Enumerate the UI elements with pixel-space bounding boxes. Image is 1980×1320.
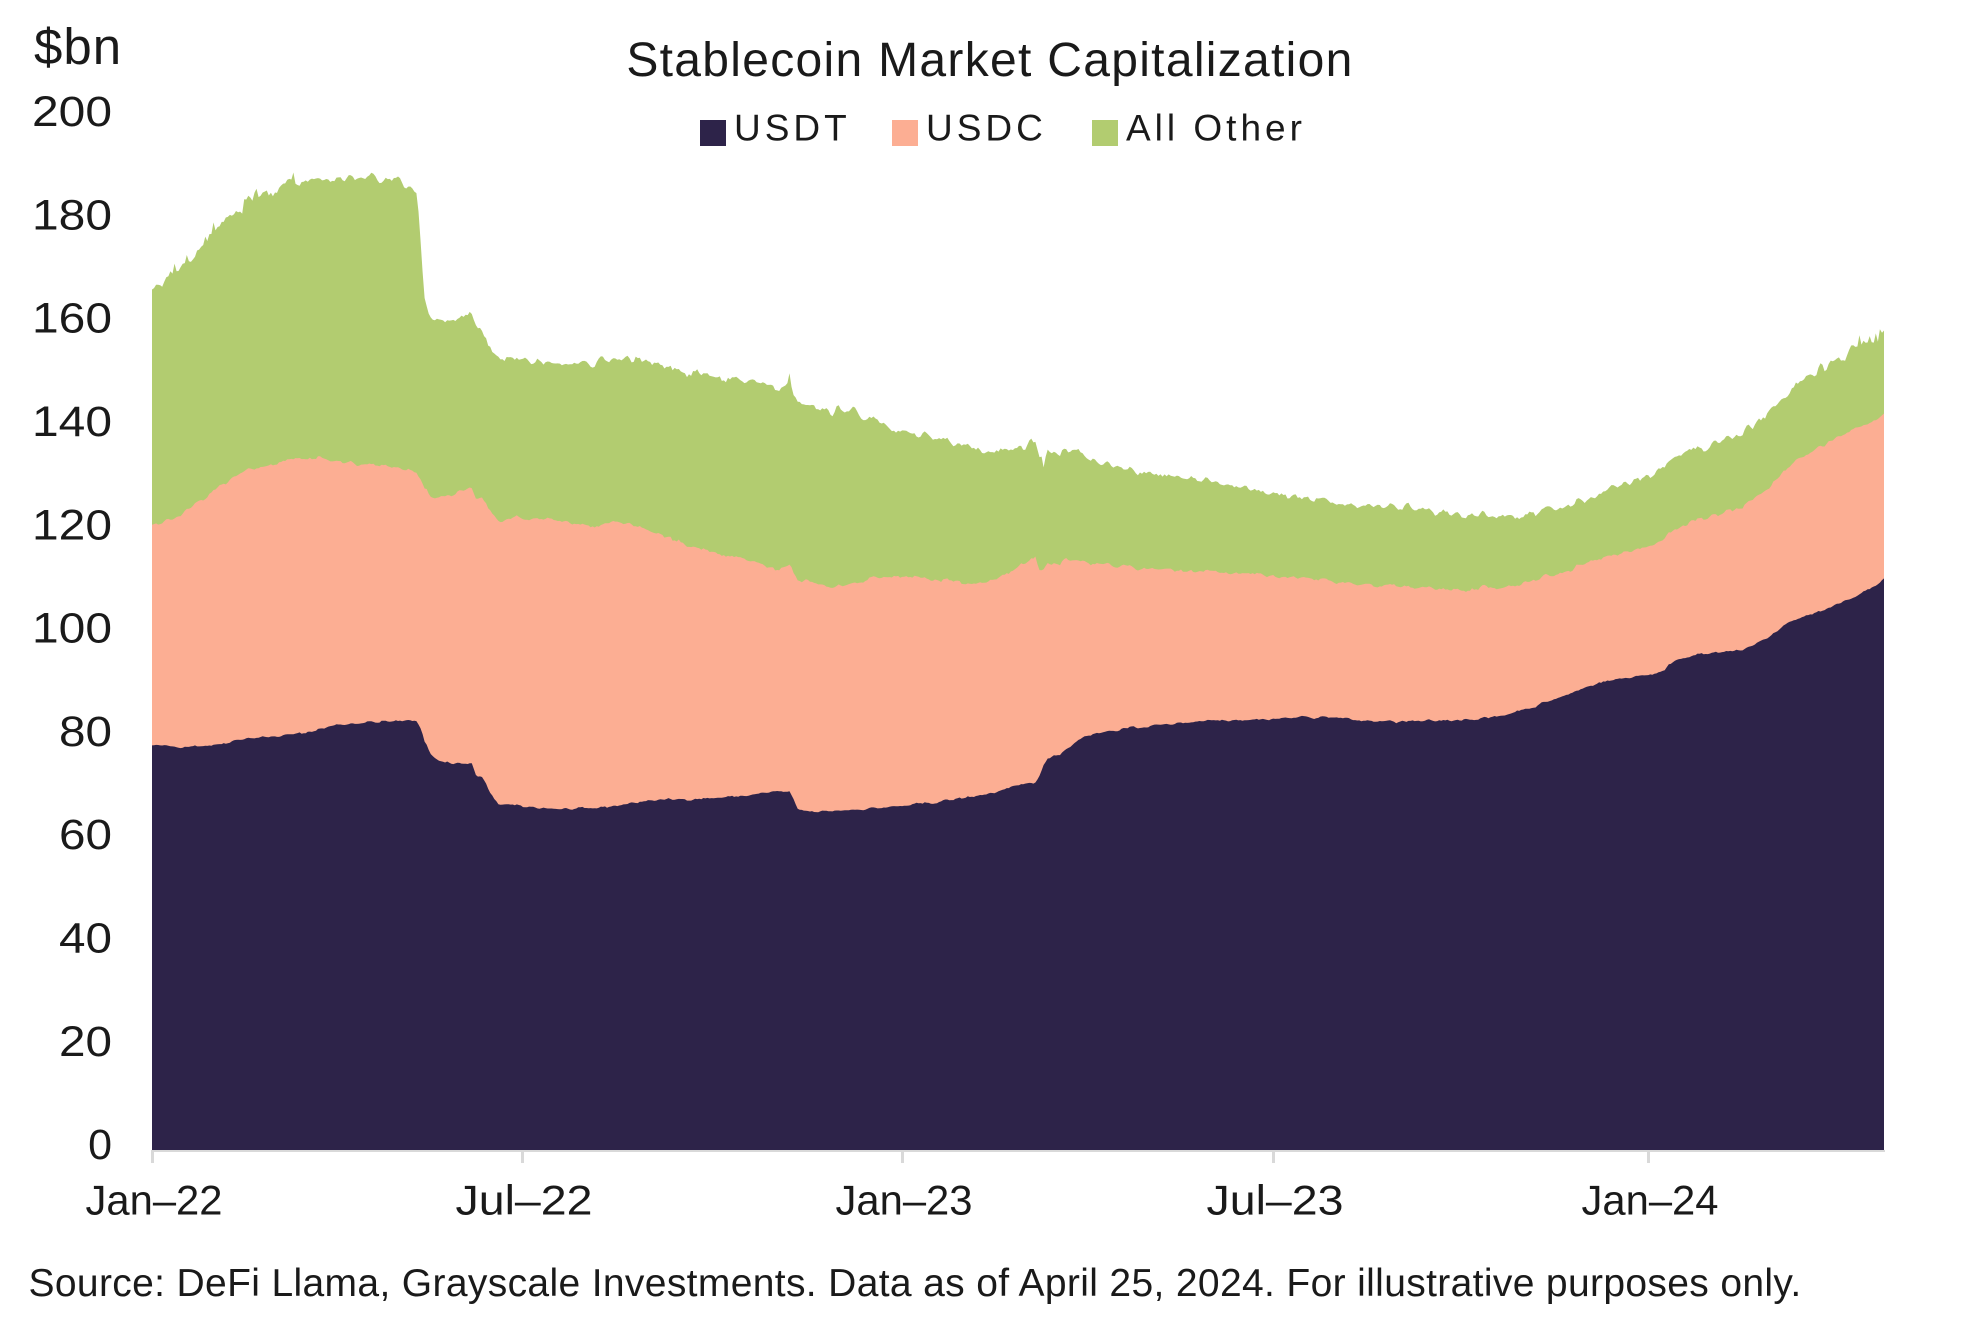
svg-text:Jul–23: Jul–23 <box>1207 1177 1344 1224</box>
svg-text:Jul–22: Jul–22 <box>456 1177 593 1224</box>
svg-text:All Other: All Other <box>1126 108 1306 149</box>
svg-text:Source: DeFi Llama, Grayscale: Source: DeFi Llama, Grayscale Investment… <box>29 1262 1802 1305</box>
svg-text:140: 140 <box>32 398 112 446</box>
svg-text:Jan–24: Jan–24 <box>1582 1177 1719 1224</box>
svg-text:USDT: USDT <box>734 108 851 149</box>
svg-text:Jan–22: Jan–22 <box>86 1177 223 1224</box>
svg-text:80: 80 <box>59 708 112 756</box>
svg-text:0: 0 <box>88 1121 112 1169</box>
svg-text:20: 20 <box>59 1018 112 1066</box>
svg-text:160: 160 <box>32 295 112 343</box>
svg-text:Stablecoin Market Capitalizati: Stablecoin Market Capitalization <box>626 34 1353 87</box>
svg-text:USDC: USDC <box>926 108 1047 149</box>
svg-text:$bn: $bn <box>34 18 122 75</box>
svg-text:120: 120 <box>32 501 112 549</box>
svg-text:40: 40 <box>59 915 112 963</box>
svg-text:60: 60 <box>59 811 112 859</box>
svg-text:180: 180 <box>32 191 112 239</box>
svg-text:Jan–23: Jan–23 <box>836 1177 973 1224</box>
svg-text:100: 100 <box>32 605 112 653</box>
svg-text:200: 200 <box>32 88 112 136</box>
